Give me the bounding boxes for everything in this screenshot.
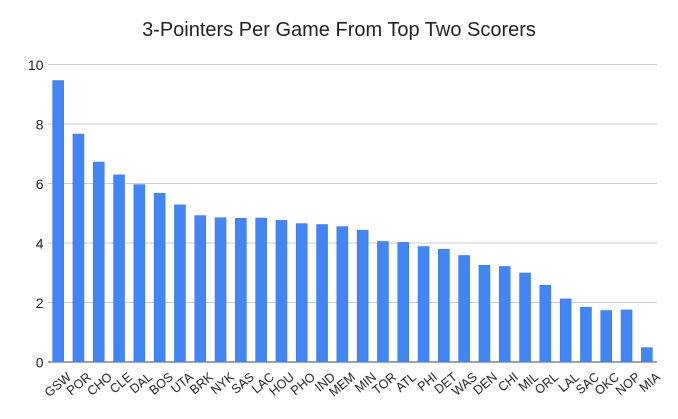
svg-text:10: 10 [28, 57, 44, 73]
svg-text:2: 2 [36, 295, 44, 311]
svg-text:6: 6 [36, 176, 44, 192]
svg-text:4: 4 [36, 235, 44, 251]
svg-text:0: 0 [36, 354, 44, 370]
svg-text:8: 8 [36, 116, 44, 132]
